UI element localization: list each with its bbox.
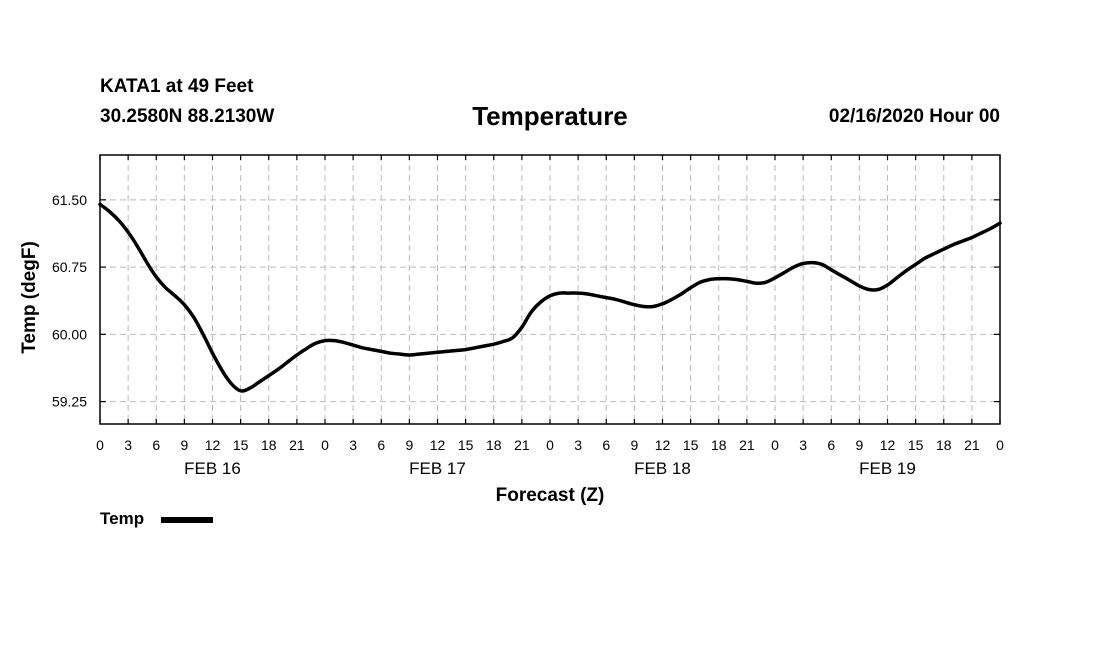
x-tick-label: 9 xyxy=(855,437,863,453)
chart-title: Temperature xyxy=(472,101,628,131)
x-tick-label: 0 xyxy=(771,437,779,453)
x-tick-label: 15 xyxy=(908,437,924,453)
x-tick-label: 9 xyxy=(630,437,638,453)
x-tick-label: 0 xyxy=(546,437,554,453)
y-axis-ticks: 59.25 60.00 60.75 61.50 xyxy=(52,192,1000,410)
x-tick-label: 3 xyxy=(349,437,357,453)
x-tick-label: 18 xyxy=(711,437,727,453)
x-tick-label: 12 xyxy=(880,437,896,453)
x-tick-label: 15 xyxy=(683,437,699,453)
x-tick-label: 21 xyxy=(739,437,755,453)
x-tick-label: 15 xyxy=(458,437,474,453)
x-tick-label: 6 xyxy=(152,437,160,453)
x-tick-label: 21 xyxy=(964,437,980,453)
forecast-datetime: 02/16/2020 Hour 00 xyxy=(828,106,1000,127)
x-tick-label: 21 xyxy=(514,437,530,453)
temp-series-line xyxy=(98,202,1002,393)
legend-label: Temp xyxy=(100,509,145,528)
x-axis-ticks: 0 3 6 9 12 15 18 21 0 3 6 9 12 15 18 21 0 3 6 9 12 15 18 21 0 3 6 9… xyxy=(96,155,1004,453)
x-tick-label: 18 xyxy=(261,437,277,453)
x-tick-label: 6 xyxy=(602,437,610,453)
day-label: FEB 16 xyxy=(184,459,241,478)
y-axis-label: Temp (degF) xyxy=(19,241,40,354)
day-label: FEB 17 xyxy=(409,459,466,478)
x-tick-label: 12 xyxy=(655,437,671,453)
x-tick-label: 9 xyxy=(405,437,413,453)
x-tick-label: 18 xyxy=(486,437,502,453)
day-labels: FEB 16 FEB 17 FEB 18 FEB 19 xyxy=(184,459,916,478)
x-tick-label: 0 xyxy=(996,437,1004,453)
day-label: FEB 18 xyxy=(634,459,691,478)
station-label: KATA1 at 49 Feet xyxy=(100,76,254,97)
y-tick-label: 61.50 xyxy=(52,192,87,208)
x-tick-label: 3 xyxy=(124,437,132,453)
x-tick-label: 9 xyxy=(180,437,188,453)
x-tick-label: 3 xyxy=(799,437,807,453)
x-tick-label: 6 xyxy=(377,437,385,453)
y-tick-label: 59.25 xyxy=(52,394,87,410)
x-tick-label: 15 xyxy=(233,437,249,453)
x-tick-label: 3 xyxy=(574,437,582,453)
x-tick-label: 21 xyxy=(289,437,305,453)
x-axis-label: Forecast (Z) xyxy=(496,485,605,506)
x-tick-label: 6 xyxy=(827,437,835,453)
x-tick-label: 0 xyxy=(321,437,329,453)
x-tick-label: 18 xyxy=(936,437,952,453)
y-tick-label: 60.75 xyxy=(52,259,87,275)
day-label: FEB 19 xyxy=(859,459,916,478)
x-tick-label: 12 xyxy=(205,437,221,453)
grid-lines xyxy=(100,155,1000,424)
x-tick-label: 12 xyxy=(430,437,446,453)
x-tick-label: 0 xyxy=(96,437,104,453)
coordinates-label: 30.2580N 88.2130W xyxy=(100,106,275,127)
legend-swatch xyxy=(161,517,213,523)
y-tick-label: 60.00 xyxy=(52,326,87,342)
